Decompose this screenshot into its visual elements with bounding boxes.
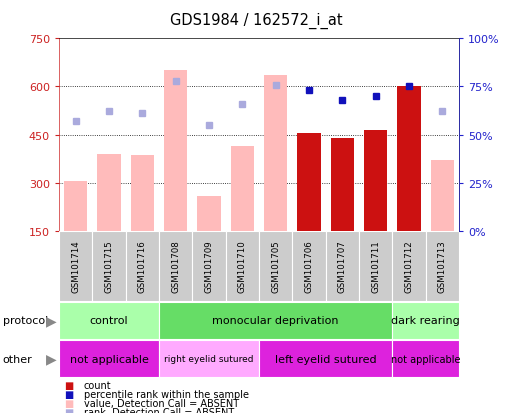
Text: GDS1984 / 162572_i_at: GDS1984 / 162572_i_at <box>170 12 343 28</box>
Text: GSM101706: GSM101706 <box>305 240 313 293</box>
FancyBboxPatch shape <box>292 231 326 301</box>
FancyBboxPatch shape <box>426 231 459 301</box>
Bar <box>64 182 87 231</box>
Bar <box>331 138 354 231</box>
Bar <box>398 87 421 231</box>
Text: control: control <box>90 316 128 325</box>
FancyBboxPatch shape <box>59 231 92 301</box>
FancyBboxPatch shape <box>159 340 259 377</box>
Text: value, Detection Call = ABSENT: value, Detection Call = ABSENT <box>84 398 239 408</box>
FancyBboxPatch shape <box>192 231 226 301</box>
Text: protocol: protocol <box>3 316 48 325</box>
Text: ▶: ▶ <box>46 352 56 366</box>
FancyBboxPatch shape <box>126 231 159 301</box>
FancyBboxPatch shape <box>392 340 459 377</box>
FancyBboxPatch shape <box>326 231 359 301</box>
Text: left eyelid sutured: left eyelid sutured <box>275 354 377 364</box>
Text: GSM101714: GSM101714 <box>71 240 80 293</box>
Text: rank, Detection Call = ABSENT: rank, Detection Call = ABSENT <box>84 407 234 413</box>
Text: GSM101705: GSM101705 <box>271 240 280 293</box>
Text: GSM101707: GSM101707 <box>338 240 347 293</box>
Text: count: count <box>84 380 111 390</box>
Bar <box>431 161 454 231</box>
Text: monocular deprivation: monocular deprivation <box>212 316 339 325</box>
Text: ■: ■ <box>64 407 73 413</box>
Bar <box>131 156 154 231</box>
Bar <box>97 154 121 231</box>
Bar <box>298 134 321 231</box>
Text: dark rearing: dark rearing <box>391 316 460 325</box>
Text: percentile rank within the sample: percentile rank within the sample <box>84 389 249 399</box>
FancyBboxPatch shape <box>392 231 426 301</box>
Text: GSM101709: GSM101709 <box>205 240 213 293</box>
Text: GSM101710: GSM101710 <box>238 240 247 293</box>
FancyBboxPatch shape <box>159 302 392 339</box>
FancyBboxPatch shape <box>259 231 292 301</box>
Bar <box>264 76 287 231</box>
FancyBboxPatch shape <box>92 231 126 301</box>
Text: ■: ■ <box>64 398 73 408</box>
FancyBboxPatch shape <box>59 302 159 339</box>
Text: right eyelid sutured: right eyelid sutured <box>164 354 254 363</box>
Text: ■: ■ <box>64 380 73 390</box>
Bar <box>198 196 221 231</box>
FancyBboxPatch shape <box>159 231 192 301</box>
Text: GSM101711: GSM101711 <box>371 240 380 293</box>
Text: GSM101708: GSM101708 <box>171 240 180 293</box>
Text: ■: ■ <box>64 389 73 399</box>
Bar <box>231 147 254 231</box>
Text: not applicable: not applicable <box>391 354 461 364</box>
FancyBboxPatch shape <box>226 231 259 301</box>
Text: other: other <box>3 354 32 364</box>
Text: GSM101716: GSM101716 <box>138 240 147 293</box>
Text: not applicable: not applicable <box>70 354 148 364</box>
Text: ▶: ▶ <box>46 313 56 328</box>
Text: GSM101715: GSM101715 <box>105 240 113 293</box>
Text: GSM101712: GSM101712 <box>405 240 413 293</box>
FancyBboxPatch shape <box>392 302 459 339</box>
Text: GSM101713: GSM101713 <box>438 240 447 293</box>
Bar <box>364 131 387 231</box>
Bar <box>164 71 187 231</box>
FancyBboxPatch shape <box>359 231 392 301</box>
FancyBboxPatch shape <box>59 340 159 377</box>
FancyBboxPatch shape <box>259 340 392 377</box>
